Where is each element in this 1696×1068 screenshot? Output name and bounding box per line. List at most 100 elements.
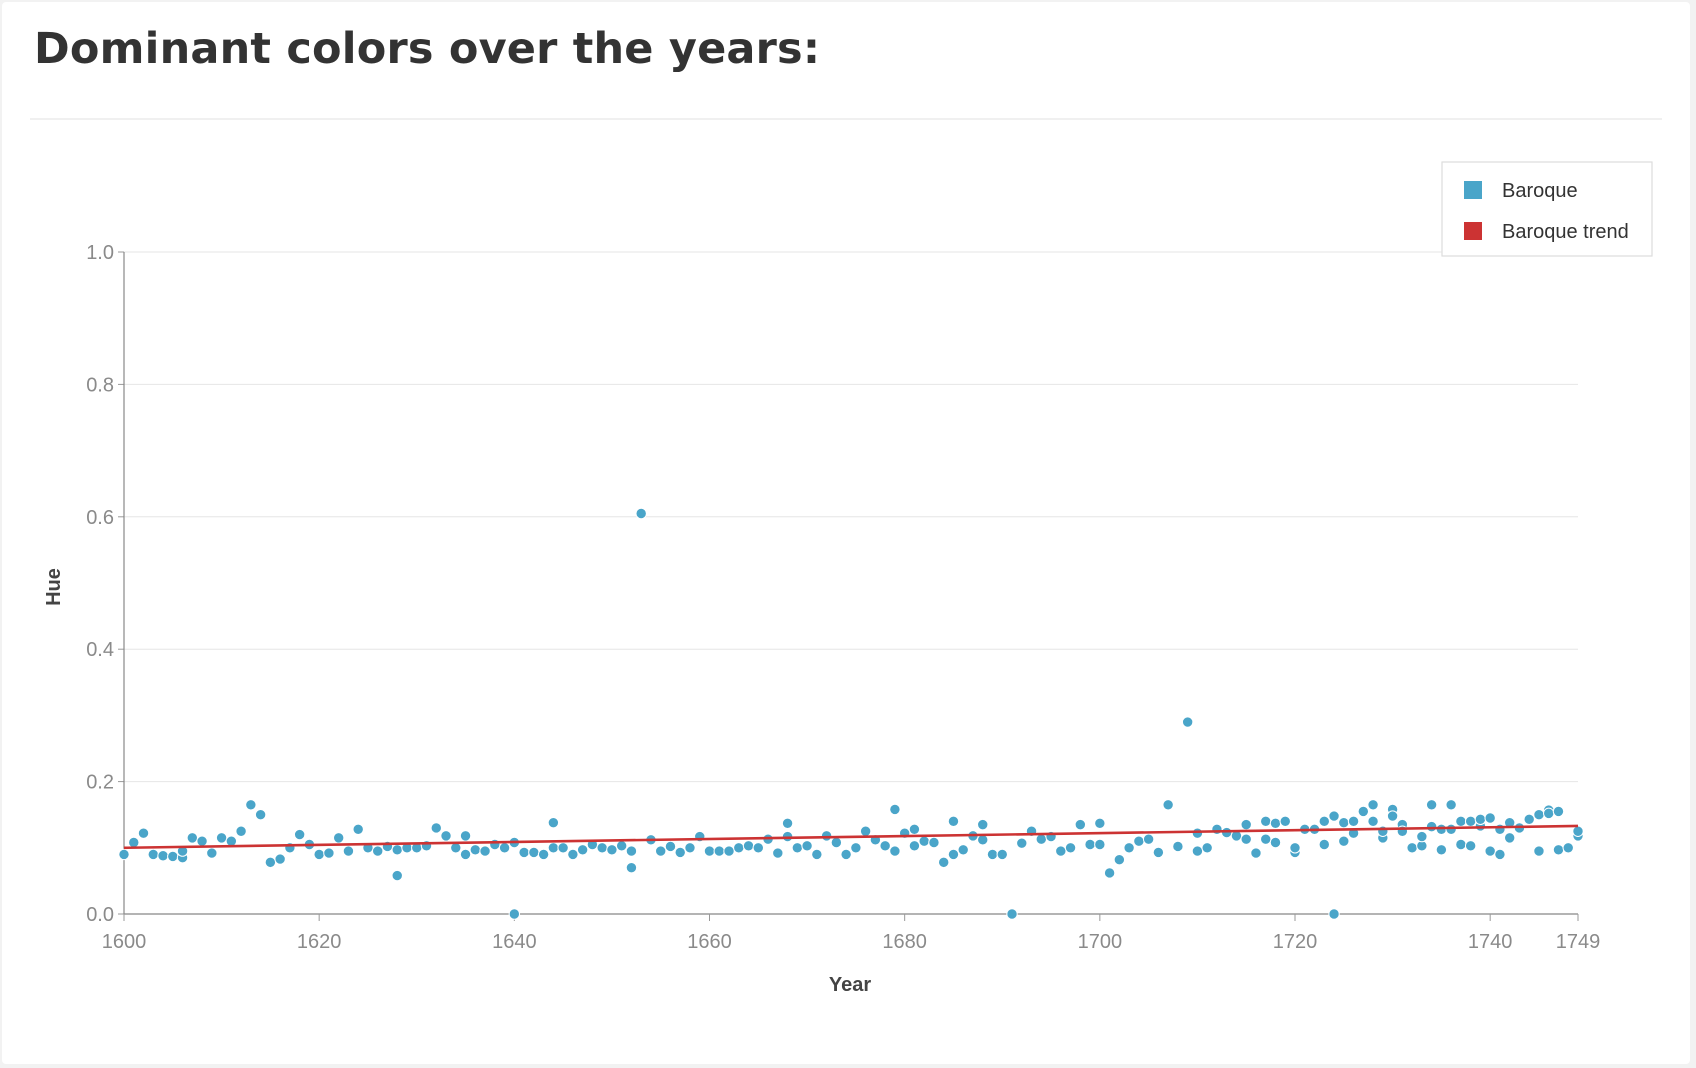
data-point (713, 845, 725, 857)
y-tick-label: 0.6 (86, 507, 114, 529)
trend-line (123, 824, 1579, 850)
data-point (986, 848, 999, 861)
data-point (1533, 845, 1545, 857)
data-point (537, 848, 550, 861)
x-axis-title: Year (829, 974, 871, 996)
data-point (1240, 833, 1252, 845)
data-point (459, 848, 472, 861)
data-point (1269, 836, 1282, 849)
page-title: Dominant colors over the years: (34, 24, 821, 74)
data-point (1191, 827, 1204, 839)
data-point (167, 850, 179, 863)
data-point (196, 835, 208, 847)
data-point (615, 840, 628, 852)
data-point (1191, 845, 1204, 857)
data-point (293, 828, 306, 841)
data-point (576, 844, 589, 856)
data-point (430, 822, 442, 834)
data-point (469, 844, 482, 856)
data-point (1435, 844, 1448, 856)
data-point (1494, 823, 1506, 835)
data-point (1416, 830, 1428, 843)
data-point (1240, 818, 1252, 831)
data-point (1357, 805, 1370, 818)
data-point (557, 842, 569, 854)
data-point (977, 818, 989, 831)
data-point (547, 816, 560, 829)
data-point (128, 836, 140, 849)
data-point (1318, 815, 1330, 828)
data-point (606, 844, 618, 856)
data-point (1494, 848, 1506, 861)
y-tick-label: 1.0 (86, 242, 114, 264)
data-point (908, 840, 921, 852)
data-point (781, 817, 794, 830)
data-point (1464, 815, 1477, 828)
data-point (801, 840, 813, 852)
data-point (596, 842, 608, 854)
data-point (1523, 813, 1535, 826)
data-point (1084, 838, 1096, 851)
legend-swatch (1464, 222, 1482, 240)
data-point (752, 842, 764, 854)
data-point (1338, 816, 1350, 829)
data-point (1064, 842, 1077, 854)
data-point (332, 832, 345, 844)
data-point (147, 848, 159, 861)
data-point (1152, 846, 1165, 859)
data-point (625, 861, 638, 874)
data-point (1103, 867, 1116, 879)
data-point (440, 830, 452, 842)
data-point (889, 845, 901, 857)
data-point (1455, 838, 1467, 851)
data-point (811, 848, 823, 861)
data-point (1035, 833, 1047, 845)
data-point (1181, 716, 1194, 728)
data-point (1123, 842, 1135, 854)
x-tick-label: 1700 (1078, 931, 1123, 953)
data-point (1425, 820, 1438, 833)
data-point (518, 846, 530, 859)
data-point (352, 823, 364, 835)
x-tick-label: 1620 (297, 931, 342, 953)
data-point (157, 850, 169, 862)
y-tick-label: 0.2 (86, 772, 114, 794)
data-point (118, 848, 130, 861)
y-tick-label: 0.0 (86, 904, 114, 926)
data-point (206, 847, 218, 859)
data-point (245, 799, 257, 811)
data-point (1367, 799, 1379, 811)
data-point (859, 825, 872, 837)
data-point (274, 853, 286, 865)
data-point (918, 835, 930, 847)
data-point (1094, 838, 1106, 851)
legend-label: Baroque trend (1502, 221, 1629, 243)
data-point (1406, 842, 1418, 854)
data-point (459, 830, 472, 842)
data-point (1484, 812, 1496, 824)
y-tick-label: 0.8 (86, 374, 114, 396)
data-point (342, 845, 355, 857)
legend-swatch (1464, 181, 1482, 199)
data-point (254, 809, 267, 821)
data-point (489, 838, 501, 851)
data-point (1055, 845, 1067, 857)
data-point (1074, 818, 1087, 831)
data-point (498, 842, 511, 854)
data-point (528, 846, 540, 859)
data-point (947, 815, 960, 828)
data-point (655, 845, 667, 857)
data-point (1006, 908, 1018, 920)
data-point (1094, 817, 1106, 830)
data-point (1552, 805, 1565, 818)
data-point (1328, 908, 1340, 920)
data-point (1113, 854, 1126, 866)
data-point (215, 832, 228, 844)
data-point (840, 848, 852, 861)
title-divider (30, 118, 1662, 120)
data-point (908, 823, 921, 835)
data-point (225, 835, 238, 847)
x-tick-label: 1680 (882, 931, 927, 953)
data-point (850, 842, 862, 854)
